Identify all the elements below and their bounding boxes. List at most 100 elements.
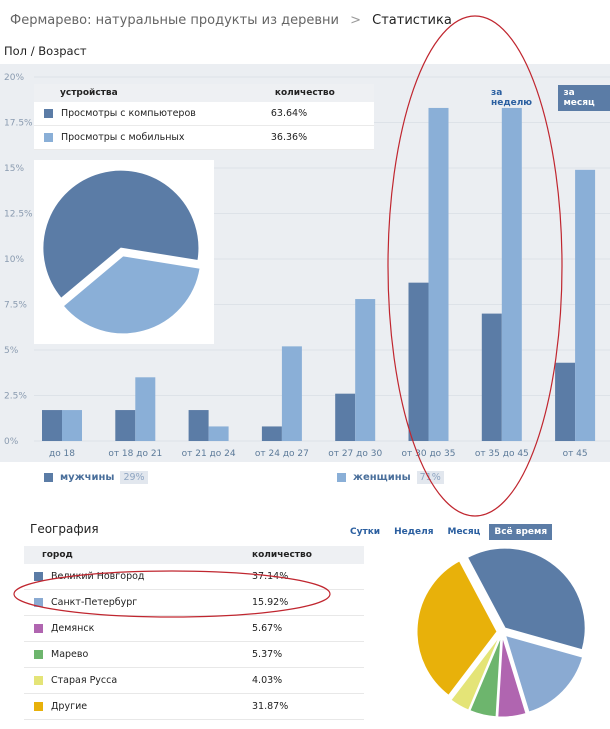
legend-men: мужчины 29% [44, 471, 148, 484]
table-row: Марево 5.37% [24, 642, 364, 668]
bar-women[interactable] [428, 107, 449, 441]
pie-slice-0[interactable] [42, 169, 200, 299]
pie-slice-1[interactable] [504, 634, 584, 713]
devices-pie-chart [42, 169, 201, 335]
pie-slice-1[interactable] [62, 255, 201, 335]
y-tick-label: 7.5% [4, 301, 27, 311]
legend-women-label: женщины [353, 472, 411, 483]
devices-row-label: Просмотры с мобильных [61, 132, 185, 143]
pie-slice-0[interactable] [466, 547, 586, 651]
tab-month[interactable]: Месяц [447, 527, 481, 537]
devices-row-value: 63.64% [270, 108, 308, 119]
bar-women[interactable] [62, 410, 82, 441]
devices-header-name: устройства [60, 88, 118, 98]
geography-title: География [30, 522, 99, 536]
geography-table-header: город количество [24, 546, 364, 564]
devices-pie-panel [34, 160, 214, 344]
bar-men[interactable] [408, 282, 429, 441]
city-label: Великий Новгород [51, 571, 145, 582]
pie-slice-3[interactable] [469, 636, 502, 718]
bar-men[interactable] [188, 410, 209, 441]
devices-row-desktop: Просмотры с компьютеров 63.64% [34, 102, 374, 126]
pie-slice-2[interactable] [497, 636, 527, 718]
x-tick-label: от 24 до 27 [255, 449, 309, 459]
swatch-icon [34, 676, 43, 685]
city-label: Другие [51, 701, 88, 712]
city-label: Марево [51, 649, 89, 660]
table-row: Другие 31.87% [24, 694, 364, 720]
devices-row-value: 36.36% [270, 132, 308, 143]
geography-header-name: город [42, 550, 73, 560]
city-label: Санкт-Петербург [51, 597, 138, 608]
swatch-icon [34, 624, 43, 633]
bar-men[interactable] [481, 313, 502, 441]
city-label: Старая Русса [51, 675, 118, 686]
swatch-icon [34, 598, 43, 607]
x-tick-label: до 18 [49, 449, 75, 459]
swatch-icon [34, 572, 43, 581]
swatch-icon [34, 650, 43, 659]
bar-women[interactable] [501, 107, 522, 441]
tab-week[interactable]: Неделя [394, 527, 434, 537]
x-tick-label: от 27 до 30 [328, 449, 382, 459]
breadcrumb-chevron-icon: > [350, 13, 362, 28]
city-value: 5.37% [252, 649, 283, 660]
bar-men[interactable] [42, 410, 62, 441]
x-tick-label: от 21 до 24 [182, 449, 236, 459]
table-row: Великий Новгород 37.14% [24, 564, 364, 590]
table-row: Санкт-Петербург 15.92% [24, 590, 364, 616]
city-label: Демянск [51, 623, 95, 634]
y-tick-label: 20% [4, 73, 24, 83]
pie-slice-4[interactable] [450, 636, 500, 711]
city-value: 5.67% [252, 623, 283, 634]
pie-slice-5[interactable] [416, 560, 498, 696]
bar-women[interactable] [281, 346, 302, 441]
y-tick-label: 12.5% [4, 210, 33, 220]
bar-women[interactable] [208, 426, 229, 441]
desktop-swatch-icon [44, 109, 53, 118]
breadcrumb: Фермарево: натуральные продукты из дерев… [10, 13, 452, 28]
legend-women-percent: 71% [416, 471, 444, 484]
city-value: 15.92% [252, 597, 289, 608]
y-tick-label: 0% [4, 437, 19, 447]
women-swatch-icon [337, 473, 346, 482]
y-tick-label: 17.5% [4, 119, 33, 129]
tab-all-time[interactable]: Всё время [489, 524, 553, 540]
bar-men[interactable] [335, 393, 356, 441]
legend-men-percent: 29% [120, 471, 148, 484]
tab-day[interactable]: Сутки [350, 527, 381, 537]
x-tick-label: от 18 до 21 [108, 449, 162, 459]
bar-men[interactable] [261, 426, 282, 441]
bar-men[interactable] [555, 362, 576, 441]
devices-row-mobile: Просмотры с мобильных 36.36% [34, 126, 374, 150]
men-swatch-icon [44, 473, 53, 482]
age-section-title: Пол / Возраст [4, 44, 87, 58]
bar-women[interactable] [135, 377, 156, 441]
bar-women[interactable] [355, 299, 376, 441]
devices-header-value: количество [274, 88, 335, 98]
city-value: 31.87% [252, 701, 289, 712]
period-switch: за неделю за месяц [486, 85, 610, 111]
y-tick-label: 10% [4, 255, 24, 265]
devices-table: устройства количество Просмотры с компью… [34, 84, 374, 150]
bar-women[interactable] [575, 169, 596, 441]
city-value: 4.03% [252, 675, 283, 686]
geography-table: город количество Великий Новгород 37.14%… [24, 546, 364, 720]
bar-men[interactable] [115, 410, 136, 441]
mobile-swatch-icon [44, 133, 53, 142]
y-tick-label: 2.5% [4, 392, 27, 402]
legend-men-label: мужчины [60, 472, 115, 483]
x-tick-label: от 45 [563, 449, 588, 459]
period-month-button[interactable]: за месяц [558, 85, 610, 111]
devices-row-label: Просмотры с компьютеров [61, 108, 196, 119]
table-row: Старая Русса 4.03% [24, 668, 364, 694]
y-tick-label: 5% [4, 346, 19, 356]
breadcrumb-parent-link[interactable]: Фермарево: натуральные продукты из дерев… [10, 13, 339, 28]
city-value: 37.14% [252, 571, 289, 582]
page-title: Статистика [372, 13, 452, 28]
swatch-icon [34, 702, 43, 711]
geography-period-tabs: Сутки Неделя Месяц Всё время [345, 524, 553, 540]
period-week-button[interactable]: за неделю [491, 88, 533, 108]
y-tick-label: 15% [4, 164, 24, 174]
geography-header-value: количество [252, 550, 312, 560]
